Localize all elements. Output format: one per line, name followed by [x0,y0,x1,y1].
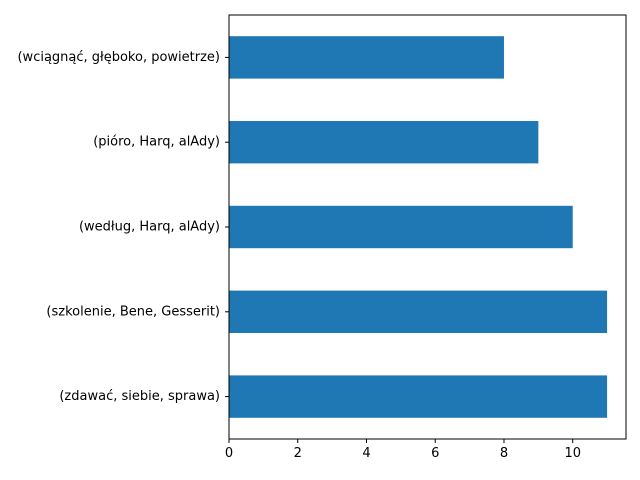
x-tick-label-1: 2 [294,446,302,461]
x-tick-label-0: 0 [225,446,233,461]
category-label-1: (pióro, Harq, alAdy) [93,135,220,150]
bar-2 [229,205,573,249]
category-labels-group: (wciągnąć, głęboko, powietrze) (pióro, Ha… [17,50,229,404]
x-tick-label-3: 6 [431,446,439,461]
bar-4 [229,375,608,418]
category-label-0: (wciągnąć, głęboko, powietrze) [17,50,220,65]
bar-3 [229,290,608,333]
plot-frame [228,14,627,440]
bar-1 [229,121,539,164]
x-tick-label-5: 10 [564,446,581,461]
x-tick-label-2: 4 [362,446,370,461]
category-label-2: (według, Harq, alAdy) [79,220,220,235]
category-label-3: (szkolenie, Bene, Gesserit) [46,304,220,319]
x-axis-group: 0 2 4 6 8 10 [225,439,581,461]
bars-group [229,36,608,418]
x-tick-label-4: 8 [500,446,508,461]
bar-0 [229,36,504,79]
category-label-4: (zdawać, siebie, sprawa) [59,389,220,404]
